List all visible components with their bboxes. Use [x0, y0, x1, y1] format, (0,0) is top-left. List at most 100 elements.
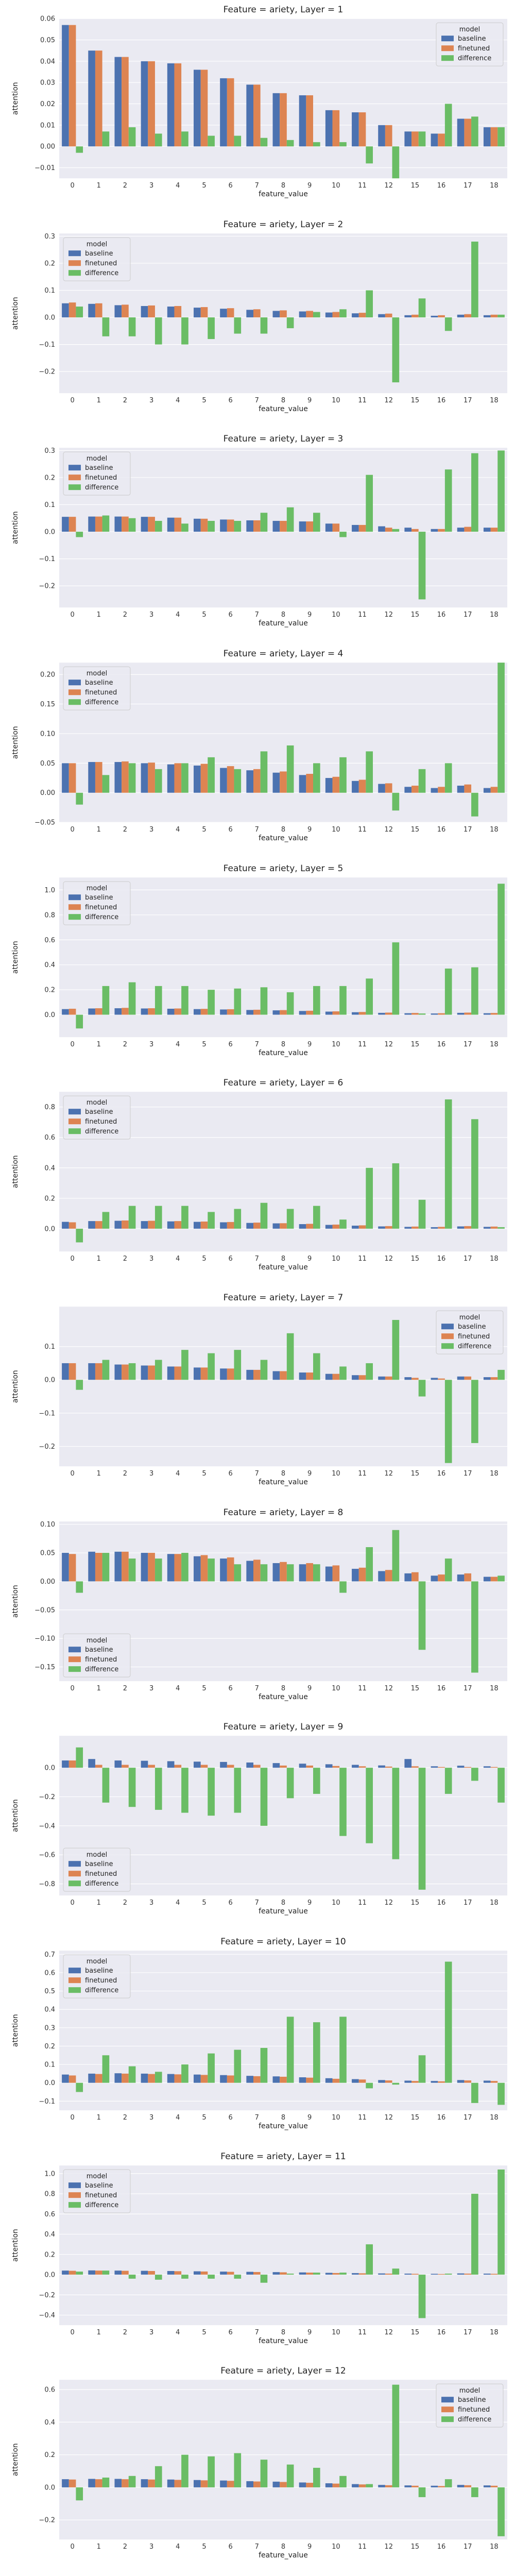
y-tick-label: −0.1: [39, 1410, 55, 1417]
bar-finetuned-1: [95, 1363, 102, 1380]
bar-difference-18: [497, 1575, 505, 1582]
x-tick-label: 1: [97, 182, 101, 190]
x-tick-label: 0: [70, 1470, 74, 1478]
bar-difference-4: [181, 1552, 188, 1582]
bar-baseline-4: [167, 1222, 175, 1229]
bar-finetuned-8: [280, 93, 287, 147]
x-tick-label: 11: [358, 182, 367, 190]
bar-baseline-11: [352, 313, 359, 317]
x-tick-label: 8: [281, 2114, 285, 2122]
bar-finetuned-2: [122, 1765, 129, 1768]
bar-baseline-9: [299, 2077, 306, 2083]
bar-finetuned-12: [385, 1012, 392, 1015]
y-axis-label: attention: [11, 1370, 20, 1403]
bar-difference-4: [181, 2064, 188, 2083]
x-tick-label: 9: [307, 182, 312, 190]
bar-finetuned-4: [174, 518, 182, 532]
bar-baseline-6: [220, 768, 227, 793]
x-tick-label: 12: [384, 397, 393, 404]
legend-swatch-finetuned: [68, 1977, 81, 1984]
bar-finetuned-3: [148, 1221, 155, 1229]
bar-difference-1: [102, 1768, 110, 1803]
bar-finetuned-15: [411, 2274, 419, 2275]
x-tick-label: 16: [437, 1255, 446, 1263]
x-tick-label: 3: [149, 2114, 153, 2122]
bar-baseline-2: [114, 1221, 122, 1229]
bar-difference-3: [154, 1360, 162, 1380]
bar-difference-17: [471, 967, 478, 1015]
bar-finetuned-3: [148, 2270, 155, 2275]
bar-finetuned-9: [306, 2077, 313, 2083]
bar-difference-18: [497, 450, 505, 532]
bar-baseline-1: [88, 1363, 95, 1380]
bar-finetuned-6: [227, 2481, 234, 2488]
bar-finetuned-6: [227, 78, 234, 147]
bar-baseline-12: [378, 2485, 385, 2488]
bar-difference-9: [313, 1564, 320, 1582]
y-tick-label: 0.1: [44, 2061, 55, 2069]
x-tick-label: 8: [281, 1685, 285, 1692]
bar-difference-12: [392, 1319, 400, 1380]
bar-difference-5: [208, 1212, 215, 1229]
y-tick-label: 0.3: [44, 2024, 55, 2032]
bar-finetuned-17: [464, 1376, 472, 1380]
x-tick-label: 0: [70, 1899, 74, 1907]
legend-swatch-finetuned: [68, 1118, 81, 1125]
chart-title: Feature = ariety, Layer = 12: [220, 2366, 346, 2376]
bar-baseline-5: [194, 307, 201, 317]
bar-baseline-0: [62, 1222, 69, 1229]
bar-difference-7: [260, 1203, 268, 1229]
bar-finetuned-15: [411, 2486, 419, 2488]
x-tick-label: 11: [358, 826, 367, 834]
bar-finetuned-7: [253, 1009, 261, 1015]
bar-baseline-18: [483, 1766, 491, 1768]
x-axis-label: feature_value: [259, 2122, 308, 2130]
bar-difference-17: [471, 2082, 478, 2103]
bar-baseline-6: [220, 2480, 227, 2488]
bar-finetuned-7: [253, 1223, 261, 1229]
bar-baseline-18: [483, 1577, 491, 1582]
bar-baseline-16: [431, 2486, 438, 2488]
bar-finetuned-7: [253, 2272, 261, 2275]
bar-finetuned-17: [464, 1226, 472, 1229]
legend-label-finetuned: finetuned: [458, 45, 490, 53]
legend: model baseline finetuned difference: [63, 2169, 131, 2213]
x-tick-label: 18: [490, 2114, 499, 2122]
bar-difference-3: [154, 1206, 162, 1229]
bar-baseline-12: [378, 526, 385, 532]
y-tick-label: 0.03: [40, 79, 55, 87]
legend-label-baseline: baseline: [458, 2396, 486, 2404]
bar-baseline-9: [299, 1010, 306, 1015]
x-axis-label: feature_value: [259, 1478, 308, 1486]
bar-finetuned-10: [332, 1225, 340, 1229]
bar-baseline-15: [404, 2080, 412, 2083]
bar-baseline-17: [457, 2080, 465, 2083]
bar-finetuned-10: [332, 1565, 340, 1582]
plot-area: [59, 2380, 507, 2540]
legend-label-difference: difference: [85, 699, 118, 706]
bar-finetuned-9: [306, 1563, 313, 1582]
bar-difference-8: [286, 2464, 294, 2488]
x-tick-label: 2: [123, 826, 127, 834]
bar-baseline-7: [246, 1010, 253, 1015]
x-tick-label: 4: [176, 182, 180, 190]
bar-baseline-16: [431, 1378, 438, 1380]
bar-finetuned-12: [385, 1569, 392, 1582]
bar-finetuned-11: [358, 2273, 366, 2275]
bar-finetuned-18: [490, 1012, 498, 1015]
bar-difference-8: [286, 992, 294, 1015]
bar-baseline-18: [483, 1013, 491, 1015]
bar-difference-11: [366, 2484, 373, 2488]
bar-difference-10: [339, 1366, 347, 1380]
x-tick-label: 1: [97, 397, 101, 404]
x-tick-label: 18: [490, 2543, 499, 2551]
x-tick-label: 0: [70, 2543, 74, 2551]
bar-difference-16: [444, 1558, 452, 1582]
bar-finetuned-3: [148, 1765, 155, 1768]
y-tick-label: −0.1: [39, 555, 55, 563]
y-tick-label: 0.8: [44, 2190, 55, 2198]
bar-baseline-18: [483, 127, 491, 147]
x-tick-label: 11: [358, 1685, 367, 1692]
bar-finetuned-10: [332, 2483, 340, 2488]
bar-finetuned-9: [306, 1766, 313, 1768]
